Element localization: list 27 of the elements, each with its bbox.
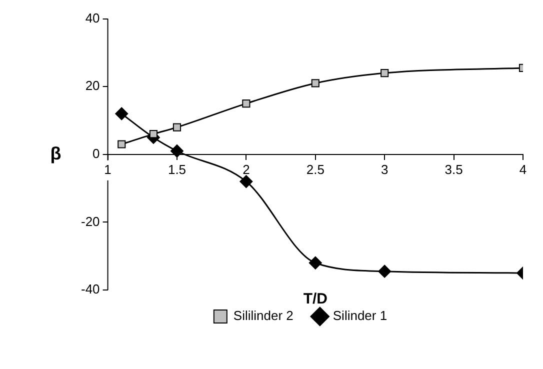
x-tick-label: 2 bbox=[242, 162, 250, 177]
point bbox=[311, 79, 320, 88]
x-axis-title: T/D bbox=[303, 290, 328, 308]
point bbox=[170, 144, 184, 158]
point bbox=[308, 256, 322, 270]
x-tick-label: 1 bbox=[104, 162, 112, 177]
x-tick-label: 4 bbox=[519, 162, 527, 177]
x-tick-label: 1.5 bbox=[168, 162, 186, 177]
point bbox=[240, 175, 253, 188]
y-tick-label: 40 bbox=[85, 10, 100, 26]
x-tick-label: 2.5 bbox=[306, 162, 324, 177]
y-tick-label: -20 bbox=[80, 214, 100, 229]
legend-label: Silinder 1 bbox=[332, 308, 388, 324]
y-tick-label: 20 bbox=[85, 78, 100, 94]
point bbox=[380, 69, 389, 78]
y-tick-label: -40 bbox=[80, 282, 100, 297]
point bbox=[242, 100, 250, 108]
x-tick-label: 3.5 bbox=[444, 162, 463, 177]
legend-label: Sililinder 2 bbox=[233, 308, 294, 324]
point bbox=[378, 264, 392, 278]
point bbox=[172, 123, 182, 132]
x-tick-label: 3 bbox=[380, 162, 388, 177]
point bbox=[115, 107, 128, 120]
point bbox=[149, 130, 158, 138]
point bbox=[118, 140, 126, 148]
y-tick-label: 0 bbox=[92, 146, 100, 161]
y-axis-title: β bbox=[50, 143, 62, 164]
